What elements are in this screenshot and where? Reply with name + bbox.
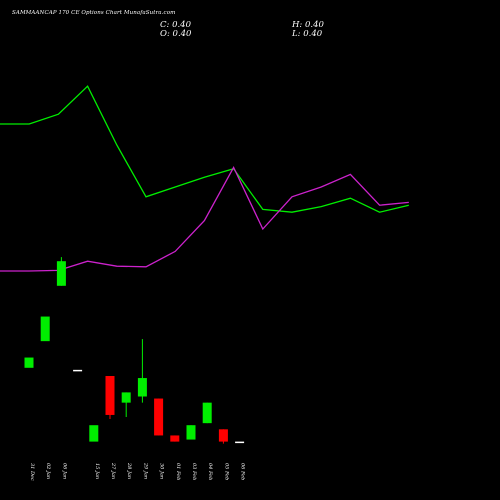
x-axis-ticks: 31 Dec 02 Jan 06 Jan 15 Jan 27 Jan 28 Jan 29 J… <box>29 462 246 481</box>
candles <box>24 257 245 444</box>
candle-body-12 <box>218 429 228 442</box>
x-tick-label: 27 Jan <box>110 462 116 479</box>
x-tick-label: 01 Feb <box>175 463 181 480</box>
low-value: L: 0.40 <box>292 29 323 39</box>
x-tick-label: 31 Dec <box>29 463 35 481</box>
x-tick-label: 28 Jan <box>126 462 132 479</box>
high-value: H: 0.40 <box>292 20 324 30</box>
candle-body-10 <box>186 425 196 440</box>
candle-body-7 <box>137 378 147 397</box>
candle-body-2 <box>56 261 66 286</box>
indicator-lines <box>0 85 409 272</box>
candle-body-8 <box>154 398 164 436</box>
candle-body-0 <box>24 357 34 368</box>
candle-body-5 <box>105 376 115 415</box>
candle-body-3 <box>73 369 83 372</box>
candle-body-9 <box>170 435 180 442</box>
x-tick-label: 03 Feb <box>191 463 197 480</box>
x-tick-label: 05 Feb <box>223 463 229 480</box>
open-value: O: 0.40 <box>160 29 192 39</box>
indicator-line-0 <box>0 85 409 213</box>
x-tick-label: 06 Jan <box>61 463 67 479</box>
candle-body-11 <box>202 402 212 424</box>
x-tick-label: 04 Feb <box>207 463 213 480</box>
indicator-line-1 <box>0 165 409 272</box>
x-tick-label: 15 Jan <box>94 463 100 479</box>
x-tick-label: 29 Jan <box>142 462 148 479</box>
chart-title: SAMMAANCAP 170 CE Options Chart MunafaSu… <box>12 10 176 16</box>
x-tick-label: 30 Jan <box>159 463 165 479</box>
candle-body-1 <box>40 316 50 342</box>
candle-body-6 <box>121 392 131 403</box>
close-value: C: 0.40 <box>160 20 191 30</box>
x-tick-label: 06 Feb <box>240 463 246 480</box>
candle-body-4 <box>89 425 99 442</box>
x-tick-label: 02 Jan <box>45 463 51 479</box>
candle-body-13 <box>235 441 245 444</box>
